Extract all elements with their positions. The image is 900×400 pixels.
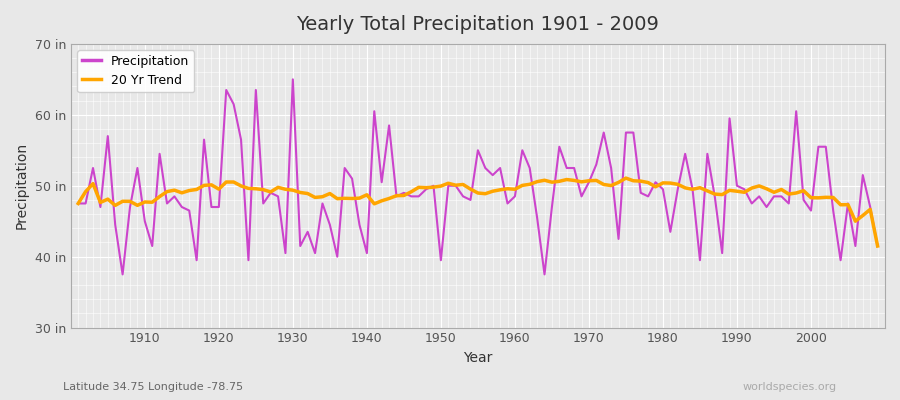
20 Yr Trend: [872, 244, 883, 248]
Precipitation: [613, 236, 624, 241]
Precipitation: [73, 201, 84, 206]
Precipitation: [310, 251, 320, 256]
20 Yr Trend: [339, 196, 350, 201]
20 Yr Trend: [73, 201, 84, 206]
20 Yr Trend: [502, 186, 513, 191]
Precipitation: [525, 166, 535, 170]
20 Yr Trend: [620, 176, 631, 180]
Text: worldspecies.org: worldspecies.org: [742, 382, 837, 392]
Y-axis label: Precipitation: Precipitation: [15, 142, 29, 229]
X-axis label: Year: Year: [464, 351, 492, 365]
Precipitation: [517, 148, 527, 153]
20 Yr Trend: [598, 182, 609, 187]
Precipitation: [354, 222, 364, 227]
Line: 20 Yr Trend: 20 Yr Trend: [78, 178, 878, 246]
20 Yr Trend: [509, 187, 520, 192]
Legend: Precipitation, 20 Yr Trend: Precipitation, 20 Yr Trend: [77, 50, 194, 92]
Text: Latitude 34.75 Longitude -78.75: Latitude 34.75 Longitude -78.75: [63, 382, 243, 392]
Title: Yearly Total Precipitation 1901 - 2009: Yearly Total Precipitation 1901 - 2009: [296, 15, 660, 34]
20 Yr Trend: [132, 203, 143, 208]
Precipitation: [287, 77, 298, 82]
20 Yr Trend: [295, 190, 306, 195]
Line: Precipitation: Precipitation: [78, 79, 878, 274]
Precipitation: [872, 244, 883, 248]
Precipitation: [140, 219, 150, 224]
Precipitation: [117, 272, 128, 277]
